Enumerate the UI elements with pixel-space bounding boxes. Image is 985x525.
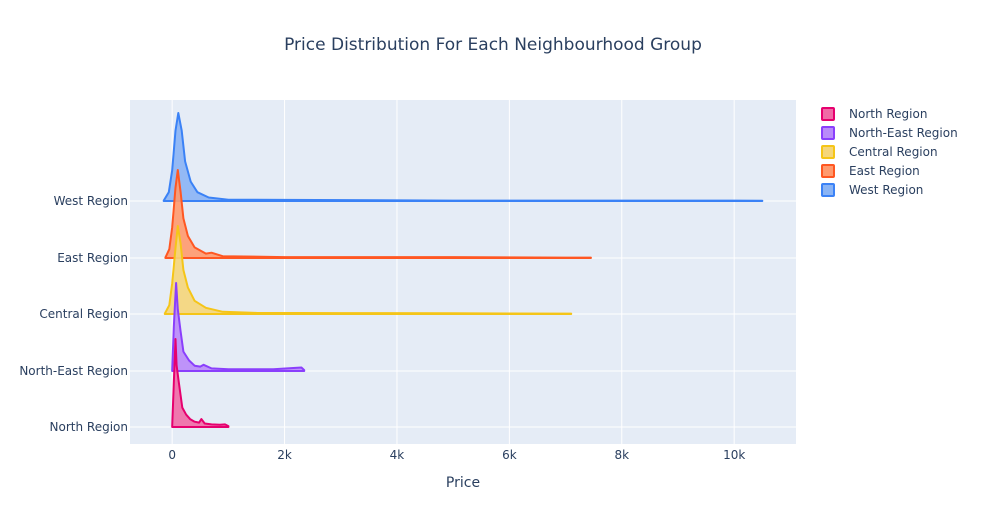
legend-swatch-north-region[interactable] xyxy=(821,107,835,121)
legend-swatch-central-region[interactable] xyxy=(821,145,835,159)
legend: North Region North-East Region Central Reg… xyxy=(821,107,958,197)
violin-outline-north-east-region xyxy=(171,282,306,372)
x-tick-label: 0 xyxy=(168,448,176,462)
violin-outline-central-region xyxy=(163,225,573,315)
legend-label-central-region[interactable]: Central Region xyxy=(849,145,938,159)
y-tick-label: North-East Region xyxy=(19,364,128,378)
x-axis-title: Price xyxy=(446,475,480,491)
violin-outline-west-region xyxy=(162,112,764,202)
legend-label-west-region[interactable]: West Region xyxy=(849,183,923,197)
violin-outline-east-region xyxy=(164,169,592,259)
legend-label-north-region[interactable]: North Region xyxy=(849,107,927,121)
violin-outline-north-region xyxy=(171,338,230,428)
x-tick-label: 4k xyxy=(390,448,405,462)
violin-fill-north-east-region[interactable] xyxy=(172,283,305,371)
x-tick-label: 8k xyxy=(614,448,629,462)
legend-swatch-east-region[interactable] xyxy=(821,164,835,178)
y-tick-label: Central Region xyxy=(39,307,128,321)
y-tick-label: East Region xyxy=(57,251,128,265)
y-tick-label: North Region xyxy=(50,420,128,434)
chart-title: Price Distribution For Each Neighbourhoo… xyxy=(284,35,702,55)
y-tick-label: West Region xyxy=(54,194,128,208)
x-tick-label: 6k xyxy=(502,448,517,462)
legend-swatch-west-region[interactable] xyxy=(821,183,835,197)
x-tick-label: 2k xyxy=(277,448,292,462)
legend-swatch-north-east-region[interactable] xyxy=(821,126,835,140)
legend-label-east-region[interactable]: East Region xyxy=(849,164,920,178)
violin-fill-north-region[interactable] xyxy=(172,339,229,427)
x-tick-label: 10k xyxy=(723,448,745,462)
plot-area xyxy=(130,100,796,444)
legend-label-north-east-region[interactable]: North-East Region xyxy=(849,126,958,140)
